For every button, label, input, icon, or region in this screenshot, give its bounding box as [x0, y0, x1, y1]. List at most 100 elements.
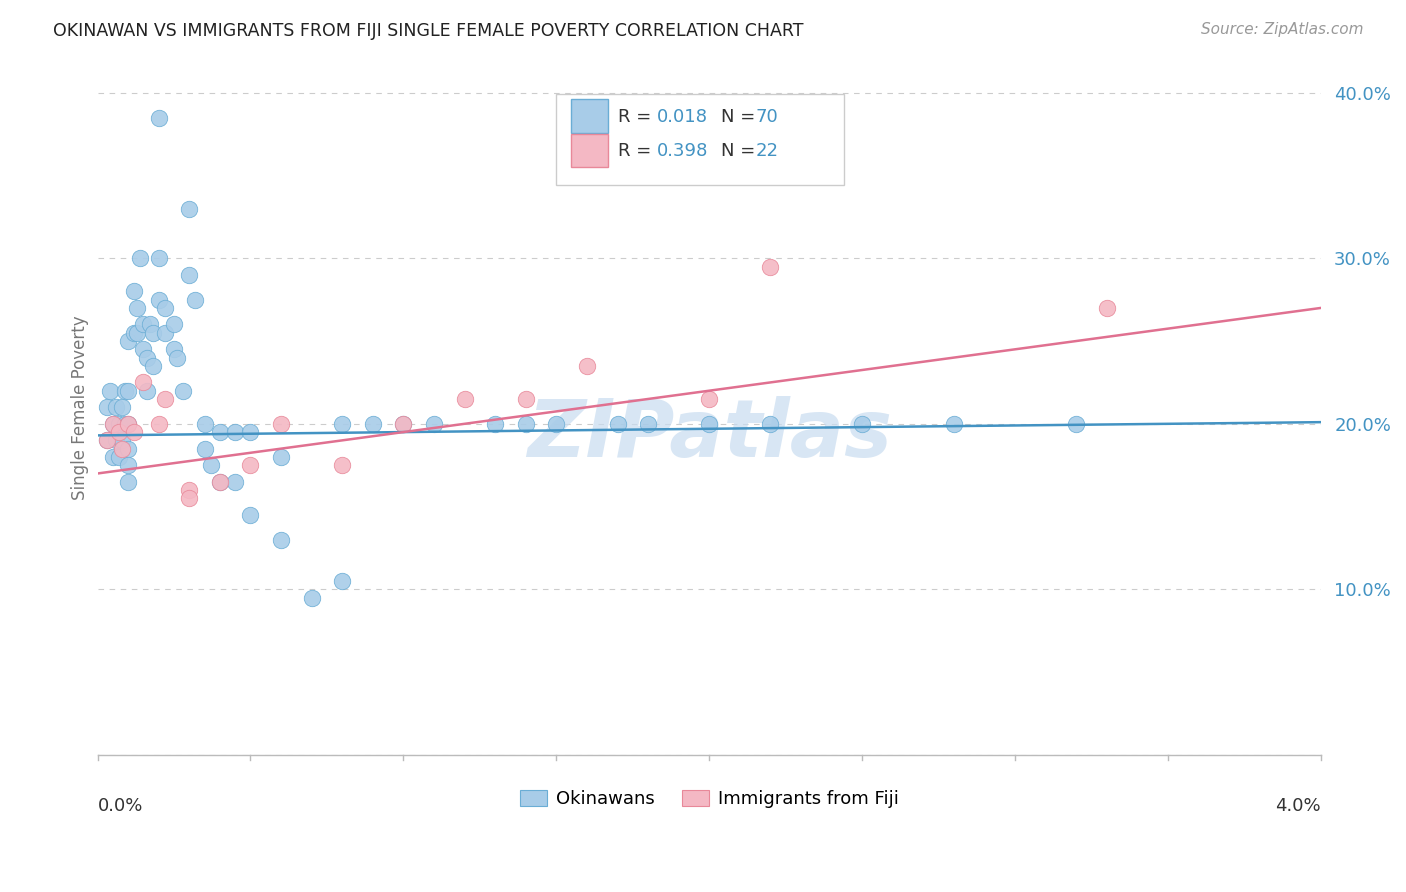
Point: [153, 301, 176, 315]
Point: [108, 450, 131, 464]
Point: [163, 343, 186, 357]
Y-axis label: Single Female Poverty: Single Female Poverty: [72, 315, 89, 500]
Point: [101, 450, 124, 464]
Text: 0.0%: 0.0%: [97, 797, 143, 814]
Point: [153, 392, 176, 406]
Point: [239, 508, 262, 522]
Point: [301, 591, 323, 605]
Point: [423, 417, 446, 431]
Point: [96, 434, 118, 448]
Point: [270, 450, 292, 464]
Bar: [571, 134, 607, 168]
Point: [453, 392, 475, 406]
Point: [148, 293, 170, 307]
Point: [148, 417, 170, 431]
Point: [142, 326, 165, 340]
Point: [179, 202, 201, 216]
Point: [101, 417, 124, 431]
Point: [1095, 301, 1118, 315]
Point: [132, 376, 155, 390]
Point: [179, 483, 201, 497]
Point: [135, 351, 157, 365]
Point: [127, 301, 149, 315]
Point: [114, 384, 136, 398]
Text: OKINAWAN VS IMMIGRANTS FROM FIJI SINGLE FEMALE POVERTY CORRELATION CHART: OKINAWAN VS IMMIGRANTS FROM FIJI SINGLE …: [53, 22, 804, 40]
Text: N =: N =: [721, 108, 762, 126]
Point: [942, 417, 965, 431]
Point: [361, 417, 384, 431]
Point: [111, 401, 134, 415]
Point: [117, 442, 139, 456]
Point: [239, 458, 262, 473]
Point: [124, 285, 146, 299]
Point: [153, 326, 176, 340]
Legend: Okinawans, Immigrants from Fiji: Okinawans, Immigrants from Fiji: [513, 782, 905, 815]
Point: [239, 425, 262, 439]
Point: [111, 442, 134, 456]
Point: [179, 268, 201, 282]
FancyBboxPatch shape: [557, 95, 844, 185]
Point: [114, 417, 136, 431]
Point: [101, 417, 124, 431]
Point: [697, 392, 720, 406]
Point: [194, 442, 217, 456]
Point: [117, 384, 139, 398]
Point: [96, 401, 118, 415]
Point: [172, 384, 194, 398]
Point: [330, 417, 353, 431]
Text: 22: 22: [756, 143, 779, 161]
Point: [117, 475, 139, 489]
Point: [515, 392, 537, 406]
Point: [194, 417, 217, 431]
Point: [135, 384, 157, 398]
Point: [117, 417, 139, 431]
Point: [637, 417, 659, 431]
Text: N =: N =: [721, 143, 762, 161]
Point: [142, 359, 165, 373]
Point: [166, 351, 188, 365]
Point: [330, 458, 353, 473]
Point: [96, 434, 118, 448]
Point: [1064, 417, 1087, 431]
Point: [163, 318, 186, 332]
Point: [208, 475, 231, 489]
Point: [484, 417, 506, 431]
Point: [124, 425, 146, 439]
Point: [224, 425, 246, 439]
Point: [117, 458, 139, 473]
Point: [108, 425, 131, 439]
Point: [208, 475, 231, 489]
Text: R =: R =: [617, 143, 657, 161]
Point: [851, 417, 873, 431]
Text: 0.398: 0.398: [657, 143, 709, 161]
Point: [759, 260, 782, 274]
Point: [132, 343, 155, 357]
Text: ZIPatlas: ZIPatlas: [527, 396, 891, 474]
Point: [606, 417, 628, 431]
Point: [117, 417, 139, 431]
Point: [270, 533, 292, 547]
Point: [575, 359, 598, 373]
Point: [108, 417, 131, 431]
Point: [129, 252, 152, 266]
Point: [111, 434, 134, 448]
Point: [224, 475, 246, 489]
Point: [98, 384, 121, 398]
Point: [127, 326, 149, 340]
Bar: [571, 99, 607, 133]
Point: [179, 491, 201, 506]
Point: [117, 334, 139, 348]
Point: [515, 417, 537, 431]
Point: [184, 293, 207, 307]
Point: [132, 318, 155, 332]
Point: [148, 252, 170, 266]
Text: 0.018: 0.018: [657, 108, 707, 126]
Point: [392, 417, 415, 431]
Point: [138, 318, 160, 332]
Point: [759, 417, 782, 431]
Point: [330, 574, 353, 588]
Point: [208, 425, 231, 439]
Text: Source: ZipAtlas.com: Source: ZipAtlas.com: [1201, 22, 1364, 37]
Text: R =: R =: [617, 108, 657, 126]
Text: 70: 70: [756, 108, 779, 126]
